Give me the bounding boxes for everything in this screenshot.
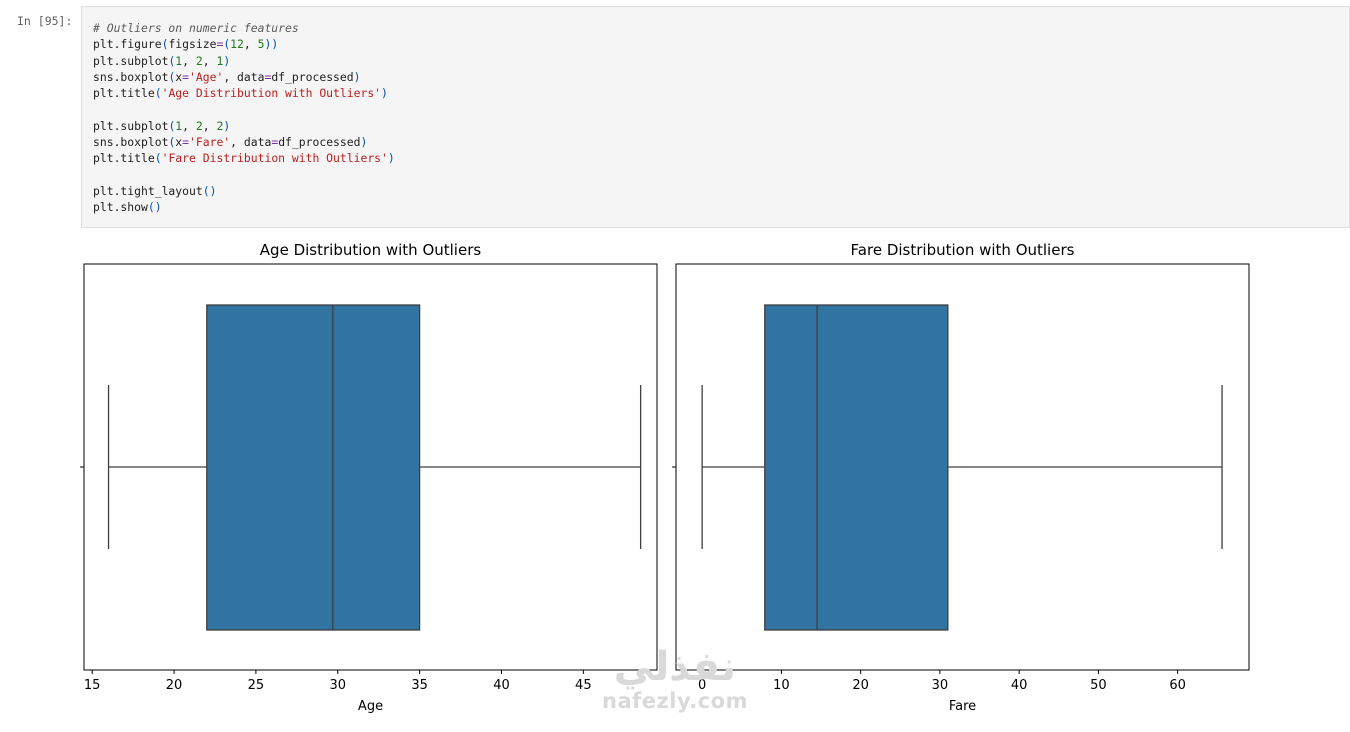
code-line: plt.title('Age Distribution with Outlier…: [93, 85, 395, 101]
x-axis-label: Fare: [949, 699, 976, 714]
code-token: (: [168, 53, 176, 68]
code-token: ): [360, 135, 368, 150]
x-tick-label: 20: [852, 678, 869, 693]
code-token: 'Fare Distribution with Outliers': [161, 151, 388, 166]
code-line: plt.figure(figsize=(12, 5)): [93, 36, 395, 52]
code-token: =: [182, 135, 190, 150]
code-token: x: [175, 135, 183, 150]
cell-prompt: In [95]:: [17, 14, 73, 28]
x-tick-label: 40: [1011, 678, 1028, 693]
code-token: 12: [230, 37, 244, 52]
code-token: ,: [182, 53, 196, 68]
x-tick-label: 45: [575, 678, 592, 693]
code-token: , data: [223, 69, 265, 84]
code-token: ): [223, 118, 231, 133]
code-token: )): [264, 37, 279, 52]
code-token: 'Fare': [189, 135, 231, 150]
code-token: plt.subplot: [93, 53, 169, 68]
code-token: (: [168, 135, 176, 150]
code-token: 1: [175, 118, 183, 133]
x-tick-label: 35: [411, 678, 428, 693]
code-line: # Outliers on numeric features: [93, 20, 395, 36]
x-tick-label: 0: [698, 678, 706, 693]
code-token: (: [168, 118, 176, 133]
x-axis-label: Age: [358, 699, 383, 714]
chart-title: Age Distribution with Outliers: [260, 241, 482, 259]
code-token: 2: [195, 118, 203, 133]
code-token: 'Age': [189, 69, 224, 84]
code-token: 2: [195, 53, 203, 68]
code-token: ): [353, 69, 361, 84]
code-token: ): [223, 53, 231, 68]
code-editor[interactable]: # Outliers on numeric features plt.figure…: [93, 20, 395, 216]
iqr-box: [764, 304, 949, 631]
code-cell[interactable]: # Outliers on numeric features plt.figure…: [81, 6, 1350, 228]
code-token: # Outliers on numeric features: [93, 21, 299, 35]
code-token: =: [271, 135, 279, 150]
code-token: ): [387, 151, 395, 166]
x-tick-label: 50: [1090, 678, 1107, 693]
code-token: plt.figure: [93, 37, 162, 52]
code-token: ,: [202, 53, 217, 68]
code-token: plt.title: [93, 151, 155, 166]
code-line: sns.boxplot(x='Fare', data=df_processed): [93, 134, 395, 150]
code-token: 2: [216, 118, 224, 133]
code-token: (: [223, 37, 231, 52]
chart-title: Fare Distribution with Outliers: [851, 241, 1075, 259]
code-token: plt.tight_layout: [93, 183, 203, 198]
code-line: plt.tight_layout(): [93, 183, 395, 199]
code-line: plt.subplot(1, 2, 1): [93, 53, 395, 69]
code-token: =: [264, 69, 272, 84]
x-tick-label: 60: [1169, 678, 1186, 693]
x-tick-label: 40: [493, 678, 510, 693]
x-tick-label: 10: [773, 678, 790, 693]
code-token: 'Age Distribution with Outliers': [161, 86, 382, 101]
code-line: plt.show(): [93, 199, 395, 215]
code-token: (): [202, 183, 217, 198]
code-token: figsize: [168, 37, 217, 52]
code-token: (: [154, 151, 162, 166]
x-tick-label: 20: [166, 678, 183, 693]
code-token: ): [381, 86, 388, 101]
code-token: df_processed: [271, 69, 354, 84]
x-tick-label: 25: [248, 678, 265, 693]
code-token: 1: [175, 53, 183, 68]
code-token: ,: [243, 37, 258, 52]
code-token: ,: [182, 118, 196, 133]
x-tick-label: 15: [84, 678, 101, 693]
code-token: =: [182, 69, 190, 84]
code-token: 5: [257, 37, 265, 52]
code-token: sns.boxplot: [93, 135, 169, 150]
code-token: df_processed: [278, 135, 361, 150]
code-token: plt.show: [93, 200, 148, 215]
code-token: (: [168, 69, 176, 84]
code-line: [93, 167, 395, 183]
code-token: (): [147, 200, 162, 215]
output-figure: Age Distribution with Outliers 15 20 25 30 35…: [80, 241, 1250, 714]
code-token: ,: [202, 118, 217, 133]
x-tick-label: 30: [932, 678, 949, 693]
code-token: plt.subplot: [93, 118, 169, 133]
code-token: plt.title: [93, 86, 155, 101]
code-token: sns.boxplot: [93, 69, 169, 84]
code-line: [93, 101, 395, 117]
code-token: x: [175, 69, 183, 84]
code-line: plt.subplot(1, 2, 2): [93, 118, 395, 134]
code-token: (: [154, 86, 162, 101]
code-token: (: [161, 37, 169, 52]
iqr-box: [206, 304, 421, 631]
x-tick-label: 30: [329, 678, 346, 693]
code-token: 1: [216, 53, 224, 68]
code-token: =: [216, 37, 224, 52]
code-line: plt.title('Fare Distribution with Outlie…: [93, 150, 395, 166]
code-line: sns.boxplot(x='Age', data=df_processed): [93, 69, 395, 85]
code-token: , data: [230, 135, 272, 150]
